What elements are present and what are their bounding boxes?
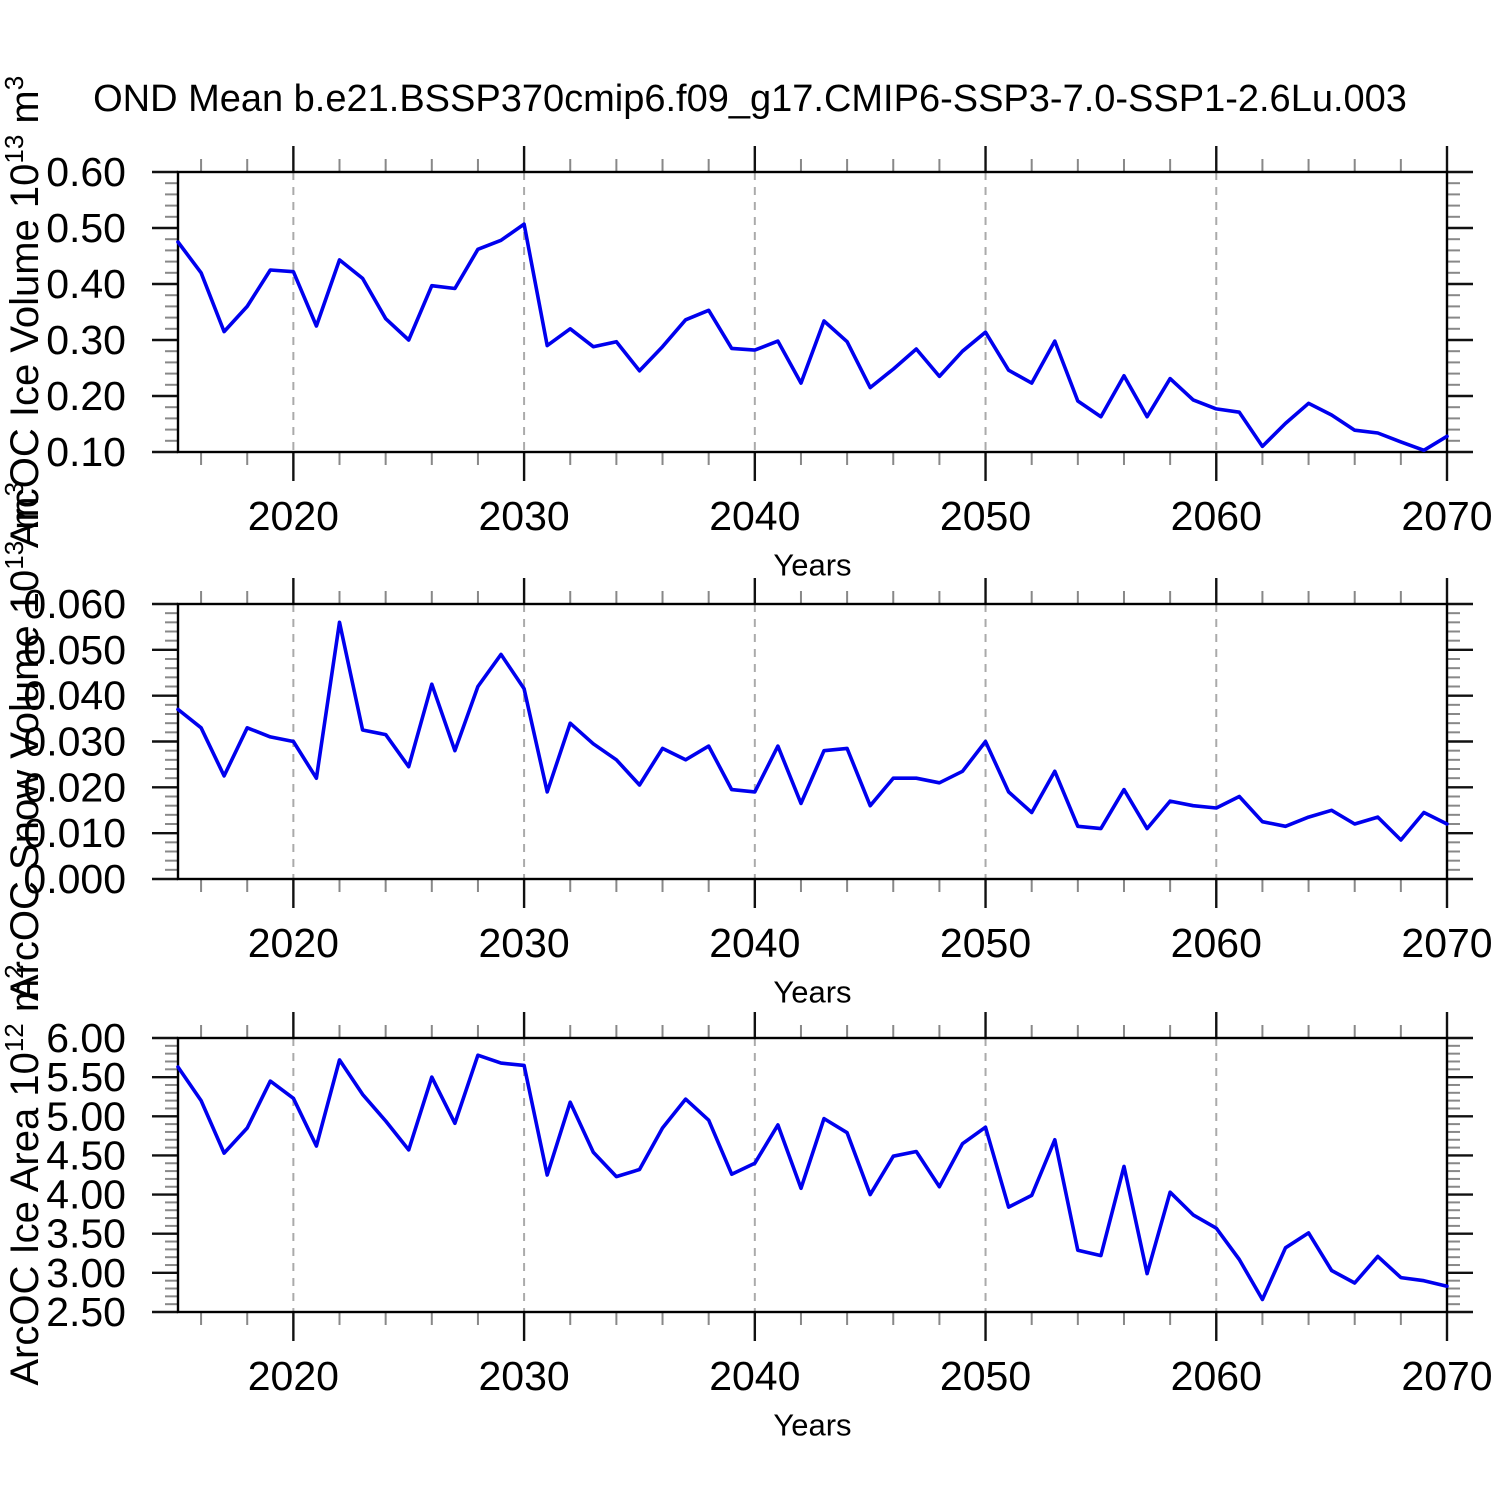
y-tick-label: 0.20	[46, 373, 126, 419]
x-axis-title: Years	[773, 548, 851, 583]
y-tick-label: 0.060	[23, 581, 126, 627]
plot-frame	[176, 170, 1449, 454]
y-tick-label: 4.00	[46, 1172, 126, 1218]
panel-2-data-line	[176, 620, 1449, 842]
x-tick-label: 2050	[940, 1353, 1031, 1399]
y-tick-label: 0.030	[23, 719, 126, 765]
panel-1: 0.10 0.20 0.30 0.40 0.50 0.60 2020 2030 2040 2050…	[0, 76, 1493, 583]
x-tick-label: 2060	[1171, 1353, 1262, 1399]
x-tick-label: 2070	[1401, 1353, 1492, 1399]
y-tick-label: 0.050	[23, 627, 126, 673]
y-tick-label: 0.40	[46, 261, 126, 307]
y-tick-label: 2.50	[46, 1289, 126, 1335]
x-tick-label: 2050	[940, 493, 1031, 539]
x-axis-title: Years	[773, 975, 851, 1010]
x-tick-label: 2070	[1401, 920, 1492, 966]
y-tick-label: 5.50	[46, 1054, 126, 1100]
x-tick-label: 2020	[248, 1353, 339, 1399]
x-tick-label: 2020	[248, 920, 339, 966]
x-tick-label: 2030	[478, 920, 569, 966]
y-tick-label: 0.040	[23, 673, 126, 719]
y-tick-label: 0.020	[23, 764, 126, 810]
x-tick-label: 2030	[478, 493, 569, 539]
plot-frame	[176, 1036, 1449, 1314]
y-tick-label: 0.000	[23, 856, 126, 902]
y-axis-title: ArcOC Ice Area 1012 m2	[0, 964, 47, 1385]
panel-1-data-line	[176, 222, 1449, 453]
x-tick-label: 2060	[1171, 920, 1262, 966]
y-tick-label: 0.010	[23, 810, 126, 856]
panel-3: 2.503.003.504.004.505.005.506.00 2020 2030…	[0, 964, 1493, 1442]
y-tick-label: 0.10	[46, 429, 126, 475]
x-axis-title: Years	[773, 1408, 851, 1443]
x-tick-label: 2060	[1171, 493, 1262, 539]
x-tick-label: 2020	[248, 493, 339, 539]
y-tick-label: 3.50	[46, 1211, 126, 1257]
y-tick-label: 4.50	[46, 1132, 126, 1178]
panel-3-data-line	[176, 1053, 1449, 1302]
chart-title: OND Mean b.e21.BSSP370cmip6.f09_g17.CMIP…	[93, 78, 1407, 120]
x-tick-label: 2040	[709, 920, 800, 966]
x-tick-label: 2050	[940, 920, 1031, 966]
y-tick-label: 5.00	[46, 1093, 126, 1139]
x-tick-label: 2070	[1401, 493, 1492, 539]
y-tick-label: 3.00	[46, 1250, 126, 1296]
x-tick-label: 2030	[478, 1353, 569, 1399]
y-axis-title: ArcOC Snow Volume 1013 m3	[0, 482, 47, 1001]
y-axis-title: ArcOC Ice Volume 1013 m3	[0, 76, 47, 548]
x-tick-label: 2040	[709, 493, 800, 539]
y-tick-label: 0.50	[46, 205, 126, 251]
x-tick-label: 2040	[709, 1353, 800, 1399]
y-tick-label: 6.00	[46, 1015, 126, 1061]
y-tick-label: 0.30	[46, 317, 126, 363]
plot-frame	[176, 602, 1449, 881]
y-tick-label: 0.60	[46, 149, 126, 195]
